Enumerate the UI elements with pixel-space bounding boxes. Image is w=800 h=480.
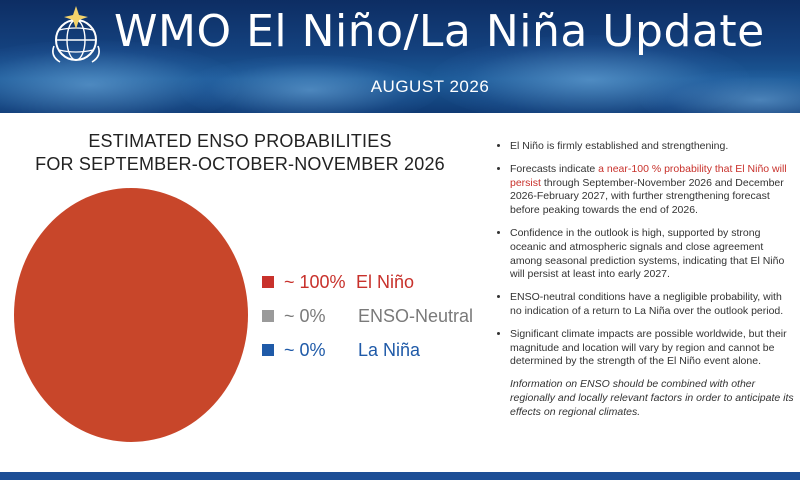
wmo-logo-icon — [52, 6, 100, 63]
footer-bar — [0, 472, 800, 480]
highlight-text: a near-100 % probability that El Niño wi… — [510, 162, 787, 189]
bullet-text: Forecasts indicate — [510, 162, 599, 175]
bullet-item: El Niño is firmly established and streng… — [510, 140, 794, 154]
chart-title-line-2: FOR SEPTEMBER-OCTOBER-NOVEMBER 2026 — [35, 154, 445, 174]
legend-item-el-ni-o: ~ 100% El Niño — [262, 270, 414, 294]
bullet-text: through September-November 2026 and Dece… — [510, 176, 784, 217]
pie-slice-el-ni-o — [14, 188, 248, 442]
bullet-item: Confidence in the outlook is high, suppo… — [510, 227, 794, 282]
legend-swatch — [262, 344, 274, 356]
legend-value: ~ 0% — [284, 305, 326, 326]
legend-label: La Niña — [358, 339, 421, 360]
key-messages: El Niño is firmly established and streng… — [494, 140, 794, 420]
enso-pie-chart — [14, 188, 248, 442]
header-banner: WMO El Niño/La Niña Update AUGUST 2026 — [0, 0, 800, 113]
legend-swatch — [262, 310, 274, 322]
legend-value: ~ 0% — [284, 339, 326, 360]
legend-item-la-ni-a: ~ 0% La Niña — [262, 338, 420, 362]
chart-title-line-1: ESTIMATED ENSO PROBABILITIES — [88, 131, 392, 151]
legend-value: ~ 100% — [284, 271, 346, 292]
page-title: WMO El Niño/La Niña Update — [114, 6, 765, 57]
chart-title: ESTIMATED ENSO PROBABILITIES FOR SEPTEMB… — [20, 130, 460, 176]
bullet-item: Significant climate impacts are possible… — [510, 328, 794, 369]
legend-item-enso-neutral: ~ 0% ENSO-Neutral — [262, 304, 473, 328]
legend-swatch — [262, 276, 274, 288]
legend-label: ENSO-Neutral — [358, 305, 474, 326]
page-subtitle: AUGUST 2026 — [370, 77, 490, 96]
bullet-item: ENSO-neutral conditions have a negligibl… — [510, 291, 794, 319]
legend-label: El Niño — [356, 271, 415, 292]
info-note: Information on ENSO should be combined w… — [510, 378, 794, 418]
bullet-item: Forecasts indicate a near-100 % probabil… — [510, 163, 794, 218]
